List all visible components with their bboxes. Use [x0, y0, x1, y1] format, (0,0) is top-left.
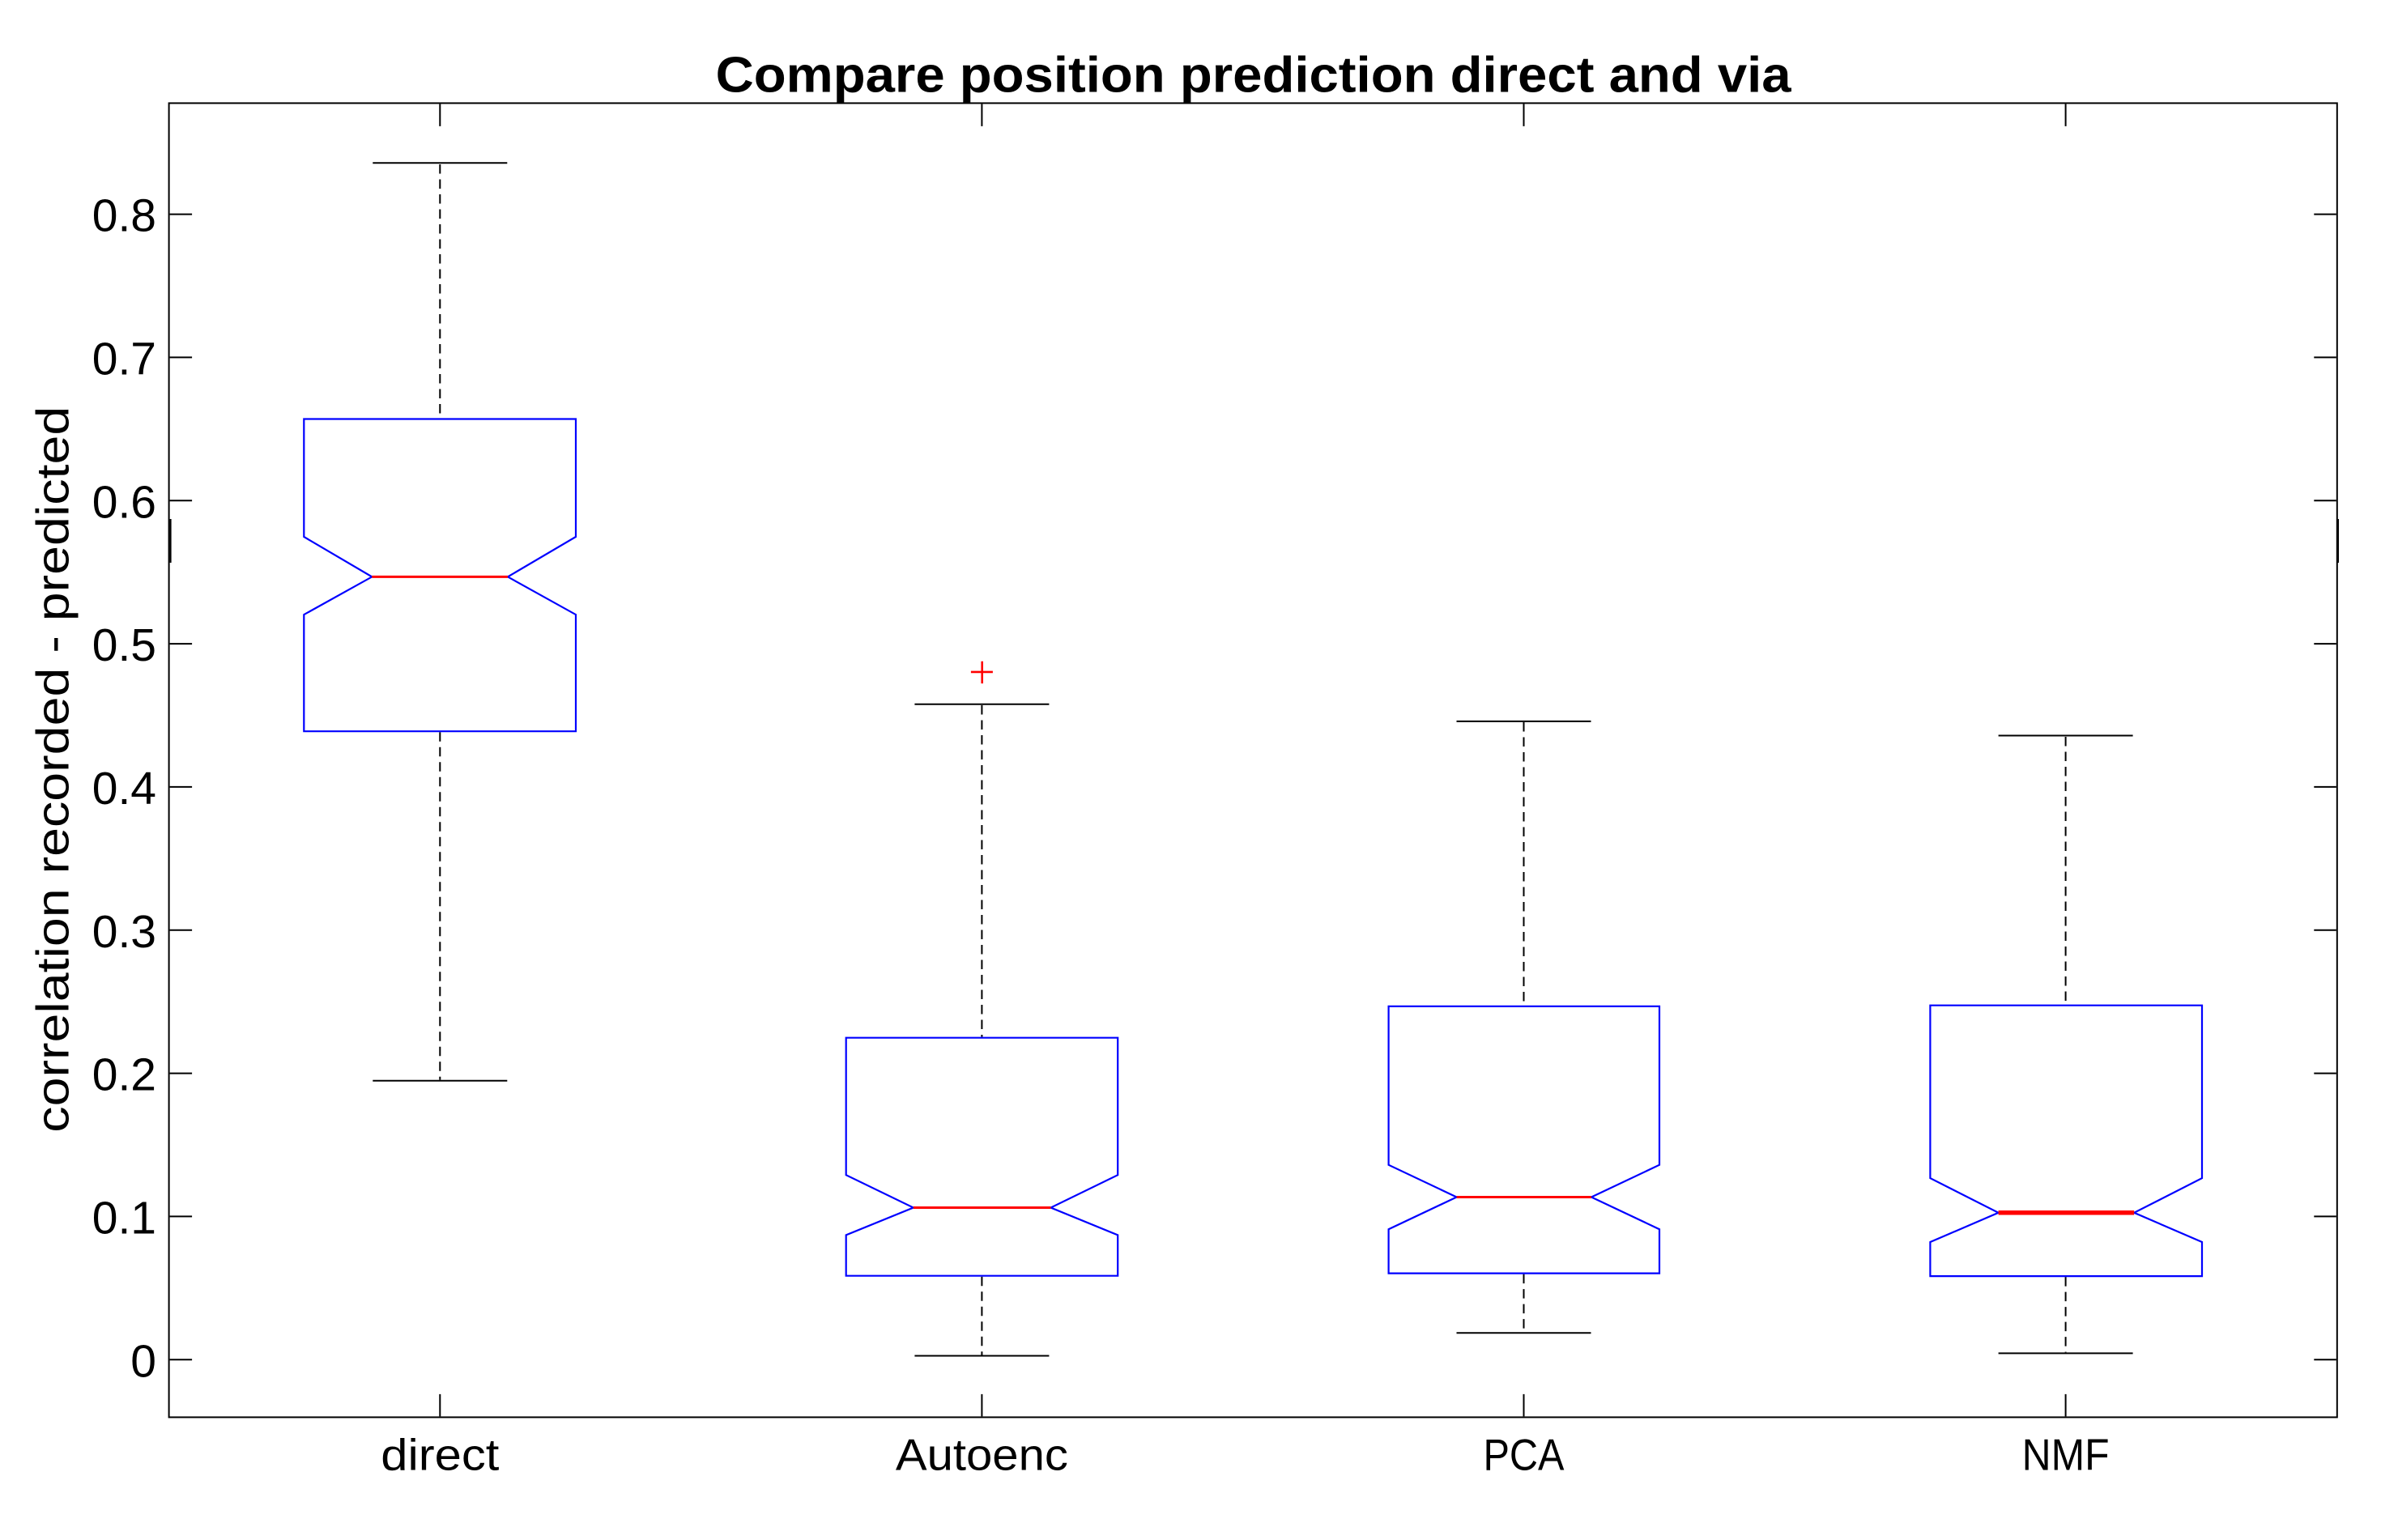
svg-text:Autoenc: Autoenc — [896, 1430, 1068, 1480]
svg-text:Compare position prediction di: Compare position prediction direct and v… — [716, 48, 1792, 104]
svg-text:0: 0 — [130, 1335, 156, 1387]
svg-text:0.8: 0.8 — [92, 190, 156, 242]
svg-text:direct: direct — [381, 1430, 499, 1480]
svg-text:0.1: 0.1 — [92, 1193, 156, 1244]
svg-text:0.6: 0.6 — [92, 476, 156, 528]
svg-text:0.5: 0.5 — [92, 619, 156, 671]
svg-text:correlation recorded - predict: correlation recorded - predicted — [28, 406, 79, 1133]
svg-text:0.3: 0.3 — [92, 906, 156, 958]
svg-text:NMF: NMF — [2022, 1430, 2110, 1480]
svg-text:0.4: 0.4 — [92, 763, 156, 815]
svg-text:PCA: PCA — [1484, 1430, 1565, 1480]
svg-text:0.2: 0.2 — [92, 1049, 156, 1101]
svg-text:0.7: 0.7 — [92, 334, 156, 385]
